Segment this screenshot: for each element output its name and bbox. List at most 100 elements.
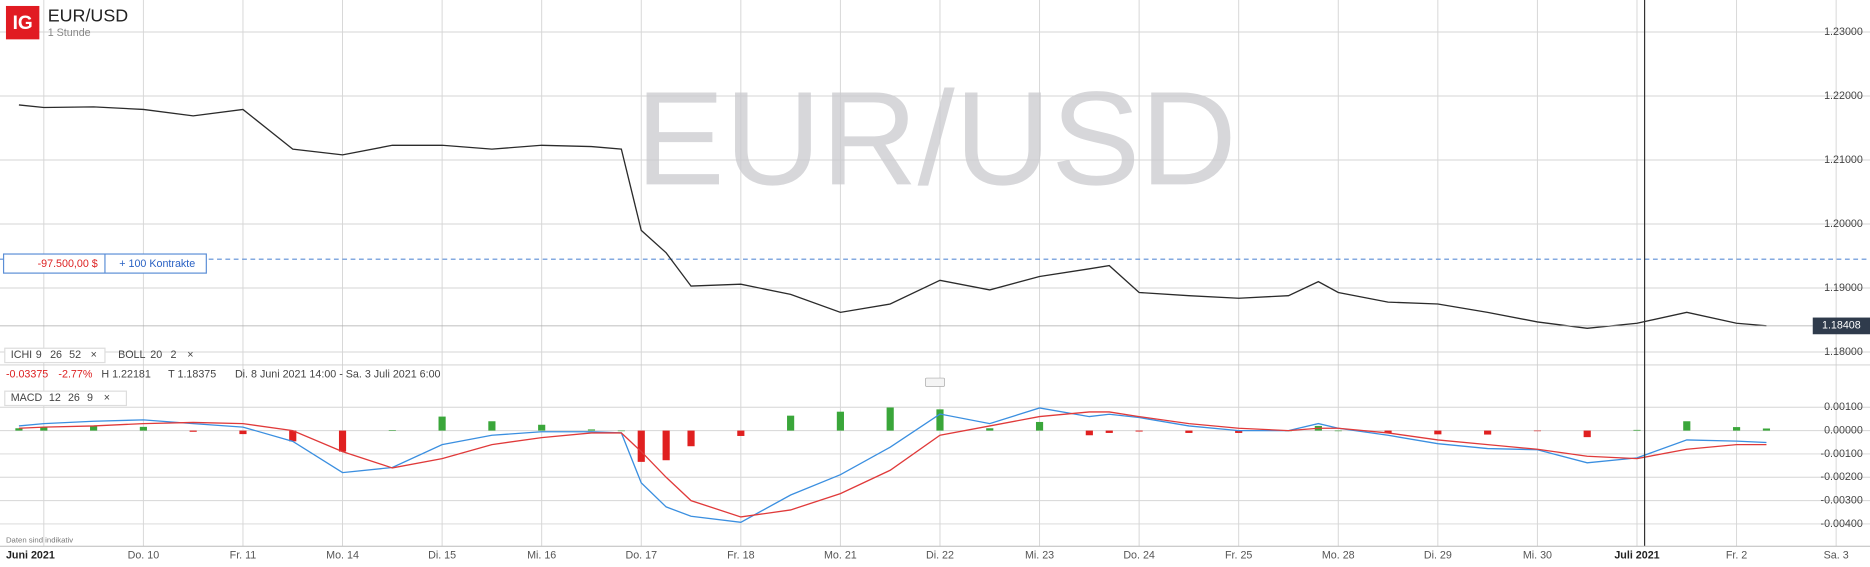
histogram-bar — [1235, 430, 1243, 433]
ichi-legend-box[interactable] — [4, 347, 106, 364]
last-price-badge — [1812, 317, 1870, 335]
histogram-bar — [338, 430, 347, 452]
histogram-bar — [538, 424, 546, 431]
histogram-bar — [986, 428, 994, 431]
y-tick-label: 1.23000 — [1824, 26, 1863, 38]
x-tick-label: Do. 10 — [128, 550, 160, 562]
series-line — [18, 104, 1767, 329]
ichi-label: ICHI — [11, 349, 32, 361]
position-contracts: + 100 Kontrakte — [119, 258, 195, 270]
histogram-bar — [587, 429, 596, 431]
x-tick-label: Juni 2021 — [6, 550, 55, 562]
close-icon[interactable]: × — [91, 349, 97, 361]
change: -0.03375 — [6, 368, 48, 380]
x-tick-label: Mi. 30 — [1523, 550, 1552, 562]
x-tick-label: Juli 2021 — [1614, 550, 1659, 562]
histogram-bar — [737, 430, 745, 436]
plot-layer: 1.18408 — [0, 104, 1870, 523]
interval: 1 Stunde — [48, 27, 91, 39]
macd-legend-box[interactable] — [4, 390, 128, 407]
histogram-bar — [886, 407, 894, 431]
y-tick-label: -0.00400 — [1821, 518, 1863, 530]
last-price-label: 1.18408 — [1822, 320, 1861, 332]
histogram-bar — [1035, 421, 1044, 431]
histogram-bar — [488, 421, 496, 431]
histogram-bar — [40, 427, 48, 431]
ichi-param: 26 — [50, 349, 62, 361]
x-tick-label: Mo. 14 — [326, 550, 359, 562]
change-pct: -2.77% — [58, 368, 92, 380]
macd-param: 12 — [49, 392, 61, 404]
macd-param: 26 — [68, 392, 80, 404]
histogram-bar — [687, 430, 695, 447]
histogram-bar — [90, 425, 98, 431]
series-line — [18, 407, 1767, 523]
histogram-bar — [637, 430, 645, 462]
y-tick-label: 1.22000 — [1824, 90, 1863, 102]
logo — [5, 5, 40, 40]
y-tick-label: 0.00000 — [1824, 424, 1863, 436]
x-tick-label: Fr. 18 — [727, 550, 754, 562]
x-tick-label: Sa. 3 — [1824, 550, 1849, 562]
histogram-bar — [1533, 430, 1541, 432]
pane-splitter[interactable] — [925, 377, 945, 387]
low: T 1.18375 — [168, 368, 216, 380]
boll-param: 20 — [150, 349, 162, 361]
high: H 1.22181 — [101, 368, 151, 380]
x-tick-label: Di. 22 — [926, 550, 954, 562]
histogram-bar — [936, 409, 944, 431]
y-tick-label: 1.18000 — [1824, 346, 1863, 358]
boll-label: BOLL — [118, 349, 145, 361]
watermark: EUR/USD — [636, 64, 1237, 213]
histogram-bar — [1434, 430, 1442, 435]
histogram-bar — [1683, 421, 1691, 431]
histogram-bar — [1762, 428, 1771, 431]
macd-param: 9 — [87, 392, 93, 404]
histogram-bar — [1135, 430, 1143, 432]
histogram-bar — [1583, 430, 1591, 438]
close-icon[interactable]: × — [187, 349, 193, 361]
histogram-bar — [1085, 430, 1093, 436]
histogram-bar — [289, 430, 297, 442]
x-tick-label: Do. 17 — [625, 550, 657, 562]
histogram-bar — [1334, 430, 1342, 432]
y-tick-label: 1.21000 — [1824, 154, 1863, 166]
y-tick-label: -0.00200 — [1821, 471, 1863, 483]
histogram-bar — [438, 416, 446, 431]
y-tick-label: -0.00100 — [1821, 448, 1863, 460]
footer-note: Daten sind indikativ — [6, 535, 73, 544]
x-tick-label: Fr. 2 — [1726, 550, 1747, 562]
logo-text: IG — [13, 13, 33, 34]
x-tick-label: Di. 29 — [1424, 550, 1452, 562]
position-amount: -97.500,00 $ — [38, 258, 98, 270]
histogram-bar — [1185, 430, 1193, 433]
histogram-bar — [1633, 429, 1641, 431]
symbol: EUR/USD — [48, 5, 129, 25]
ichi-param: 52 — [69, 349, 81, 361]
x-tick-label: Mi. 16 — [527, 550, 556, 562]
ichi-param: 9 — [36, 349, 42, 361]
x-tick-label: Fr. 25 — [1225, 550, 1252, 562]
histogram-bar — [1105, 430, 1113, 433]
x-tick-label: Mi. 23 — [1025, 550, 1054, 562]
x-tick-label: Do. 24 — [1123, 550, 1155, 562]
histogram-bar — [836, 411, 844, 431]
close-icon[interactable]: × — [104, 392, 110, 404]
y-tick-label: -0.00300 — [1821, 494, 1863, 506]
histogram-bar — [1484, 430, 1492, 435]
macd-label: MACD — [11, 392, 43, 404]
series-line — [18, 411, 1767, 518]
x-tick-label: Mo. 28 — [1322, 550, 1355, 562]
x-tick-label: Mo. 21 — [824, 550, 857, 562]
y-tick-label: 1.19000 — [1824, 282, 1863, 294]
histogram-bar — [1732, 427, 1741, 431]
histogram-bar — [662, 430, 670, 461]
y-tick-label: 1.20000 — [1824, 218, 1863, 230]
x-tick-label: Fr. 11 — [230, 550, 257, 562]
histogram-bar — [189, 430, 197, 432]
histogram-bar — [617, 430, 625, 432]
histogram-bar — [1384, 430, 1392, 433]
histogram-bar — [787, 415, 795, 431]
